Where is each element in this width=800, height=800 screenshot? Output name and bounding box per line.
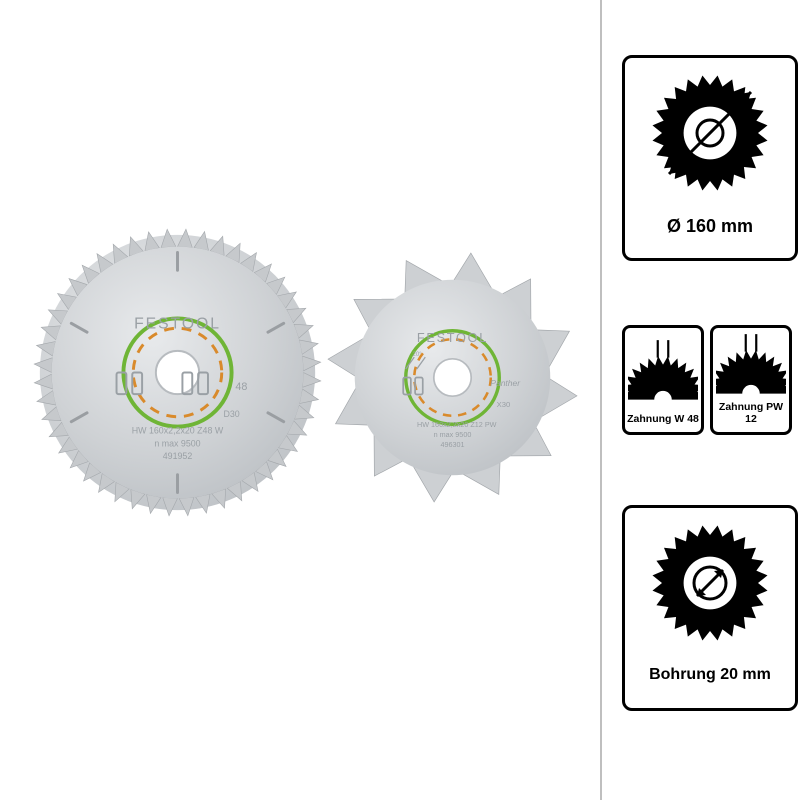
- spec-tooth-row: Zahnung W 48 Zahnung PW 12: [622, 325, 792, 435]
- saw-blade-fine-48t: FESTOOL HW 160x2,2x20 Z48 W n max 9500 4…: [30, 225, 325, 520]
- spec-diameter-label: Ø 160 mm: [625, 208, 795, 249]
- spec-diameter-box: Ø 160 mm: [622, 55, 798, 261]
- spec-tooth-pw-box: Zahnung PW 12: [710, 325, 792, 435]
- blade-spec-line: HW 160x2,2x20 Z12 PW: [417, 420, 497, 429]
- saw-blade-panther-12t: FESTOOL Panther HW 160x2,2x20 Z12 PW n m…: [325, 250, 580, 505]
- blade-teeth-marker: 48: [235, 381, 247, 393]
- spec-tooth-w-box: Zahnung W 48: [622, 325, 704, 435]
- blade-rpm: n max 9500: [154, 438, 200, 448]
- blade-other-marker: D30: [223, 409, 239, 419]
- blade-partno: 491952: [163, 451, 193, 461]
- tooth-pw-icon: [713, 328, 789, 397]
- diameter-icon: [625, 58, 795, 208]
- spec-bore-label: Bohrung 20 mm: [625, 658, 795, 696]
- blade-brand: FESTOOL: [417, 330, 488, 345]
- blade-partno: 496301: [440, 440, 464, 449]
- blade-spec-line: HW 160x2,2x20 Z48 W: [132, 425, 224, 435]
- product-image-area: FESTOOL HW 160x2,2x20 Z48 W n max 9500 4…: [0, 0, 602, 800]
- tooth-w-icon: [625, 328, 701, 409]
- bore-icon: [625, 508, 795, 658]
- svg-text:20°: 20°: [413, 352, 423, 358]
- spec-panel: Ø 160 mm Zahnung W 48 Zahnung PW: [615, 10, 800, 790]
- spec-bore-box: Bohrung 20 mm: [622, 505, 798, 711]
- blade-brand: FESTOOL: [134, 315, 221, 332]
- blade-other-marker: X30: [497, 400, 511, 409]
- spec-tooth-w-label: Zahnung W 48: [625, 409, 701, 432]
- blade-rpm: n max 9500: [434, 430, 472, 439]
- blade-series: Panther: [490, 378, 521, 388]
- spec-tooth-pw-label: Zahnung PW 12: [713, 397, 789, 432]
